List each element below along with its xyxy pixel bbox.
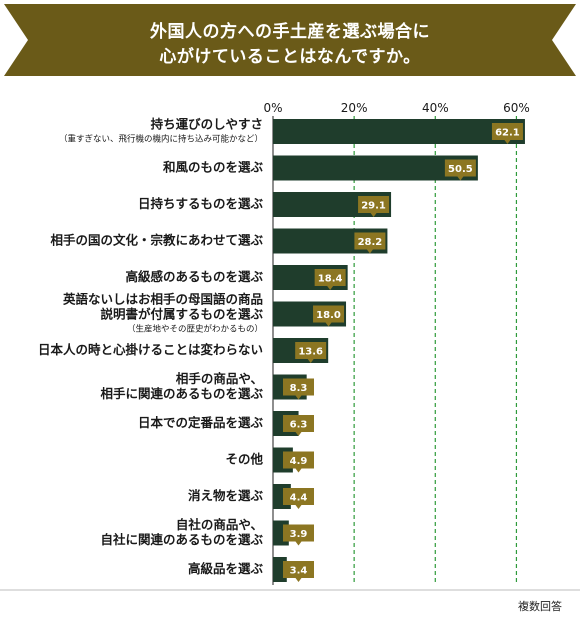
title-banner-shape: [4, 4, 576, 76]
footnote: 複数回答: [518, 600, 562, 613]
x-tick-label: 20%: [341, 101, 368, 115]
category-label: 英語ないしはお相手の母国語の商品: [63, 292, 263, 307]
data-label-box: [283, 451, 314, 473]
data-label: 50.5: [448, 164, 473, 175]
data-label-box: [283, 488, 314, 509]
x-tick-label: 0%: [263, 101, 282, 115]
data-label: 8.3: [290, 383, 308, 394]
category-label: 高級感のあるものを選ぶ: [125, 269, 263, 284]
data-label-box: [283, 378, 314, 400]
category-label: 自社の商品や、: [176, 517, 263, 532]
data-label-box: [283, 524, 314, 546]
bar: [273, 119, 525, 144]
data-label-box: [283, 561, 314, 582]
data-label-box: [295, 342, 327, 363]
category-label: 日本人の時と心掛けることは変わらない: [38, 342, 263, 357]
chart-title-line-1: 外国人の方への手土産を選ぶ場合に: [150, 22, 430, 42]
category-label: 消え物を選ぶ: [188, 488, 264, 503]
x-tick-label: 60%: [503, 101, 530, 115]
x-tick-label: 40%: [422, 101, 449, 115]
category-label: 持ち運びのしやすさ: [151, 117, 263, 132]
category-label: 相手に関連のあるものを選ぶ: [100, 386, 263, 401]
data-label-box: [283, 415, 314, 436]
data-label: 3.4: [290, 566, 308, 577]
data-label-box: [313, 305, 345, 327]
category-sublabel: （重すぎない、飛行機の機内に持ち込み可能かなど）: [59, 134, 263, 145]
category-label: 和風のものを選ぶ: [162, 160, 264, 175]
category-label: 日本での定番品を選ぶ: [138, 415, 264, 430]
data-label: 13.6: [298, 347, 323, 358]
category-label: 高級品を選ぶ: [188, 561, 264, 576]
data-label: 3.9: [290, 529, 308, 540]
data-label: 18.0: [316, 310, 341, 321]
bar: [273, 155, 478, 181]
category-label: 日持ちするものを選ぶ: [138, 196, 264, 211]
data-label: 4.9: [290, 456, 308, 467]
category-sublabel: （生産地やその歴史がわかるもの）: [127, 324, 263, 335]
chart-title-line-2: 心がけていることはなんですか。: [159, 47, 421, 67]
data-label-box: [358, 196, 390, 217]
title-banner: [4, 4, 576, 76]
data-label: 6.3: [290, 420, 308, 431]
data-label: 18.4: [318, 274, 343, 285]
data-label-box: [444, 159, 476, 181]
data-label-box: [314, 269, 346, 290]
data-label-box: [491, 123, 523, 144]
data-label: 62.1: [495, 128, 520, 139]
category-label: 相手の商品や、: [176, 371, 263, 386]
data-label: 29.1: [361, 201, 386, 212]
category-label: 相手の国の文化・宗教にあわせて選ぶ: [50, 233, 263, 248]
data-label-box: [354, 232, 386, 254]
data-label: 28.2: [358, 237, 383, 248]
category-label: 自社に関連のあるものを選ぶ: [100, 532, 263, 547]
category-label: 説明書が付属するものを選ぶ: [100, 307, 263, 322]
data-label: 4.4: [290, 493, 308, 504]
category-label: その他: [225, 452, 263, 467]
